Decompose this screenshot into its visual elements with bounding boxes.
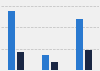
Bar: [17, 52, 24, 70]
Bar: [42, 55, 49, 70]
Bar: [51, 62, 58, 70]
Bar: [76, 19, 83, 70]
Bar: [85, 50, 92, 70]
Bar: [8, 11, 15, 70]
